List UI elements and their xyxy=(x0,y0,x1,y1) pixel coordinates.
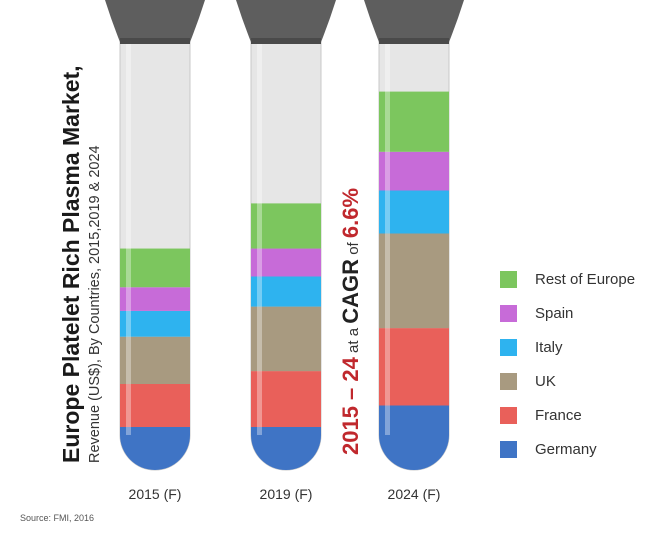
legend-item: Rest of Europe xyxy=(500,262,635,296)
bar-uk-1 xyxy=(251,306,321,372)
legend-label: Italy xyxy=(535,338,563,356)
tube-cap-rim xyxy=(379,38,449,44)
bar-italy-0 xyxy=(120,310,190,337)
tube-highlight xyxy=(126,38,131,435)
legend-label: Spain xyxy=(535,304,574,322)
legend-swatch xyxy=(500,270,517,288)
legend-item: Germany xyxy=(500,432,635,466)
tube-highlight xyxy=(257,38,262,435)
tube-segments xyxy=(379,91,449,470)
legend-label: Germany xyxy=(535,440,597,458)
x-tick-label: 2024 (F) xyxy=(388,486,441,502)
tube-cap-rim xyxy=(120,38,190,44)
bar-rest-of-europe-0 xyxy=(120,248,190,288)
bar-spain-2 xyxy=(379,151,449,191)
bar-france-0 xyxy=(120,384,190,427)
legend-item: Spain xyxy=(500,296,635,330)
cagr-range: 2015 – 24 xyxy=(338,357,363,455)
cagr-of-text: of xyxy=(345,242,362,255)
tube-1 xyxy=(236,0,336,471)
legend-swatch xyxy=(500,304,517,322)
tube-2 xyxy=(364,0,464,471)
tube-cap xyxy=(236,0,336,42)
bar-uk-0 xyxy=(120,336,190,384)
bar-italy-1 xyxy=(251,276,321,307)
legend-item: Italy xyxy=(500,330,635,364)
bar-germany-2 xyxy=(379,405,449,470)
tube-highlight xyxy=(385,38,390,435)
legend-swatch xyxy=(500,406,517,424)
chart-title: Europe Platelet Rich Plasma Market, xyxy=(58,65,84,463)
bar-spain-1 xyxy=(251,248,321,277)
x-tick-label: 2015 (F) xyxy=(129,486,182,502)
cagr-at-text: at a xyxy=(345,327,362,353)
tube-0 xyxy=(105,0,205,471)
legend-label: UK xyxy=(535,372,556,390)
tube-cap xyxy=(105,0,205,42)
legend-swatch xyxy=(500,338,517,356)
tube-cap-rim xyxy=(251,38,321,44)
chart-subtitle: Revenue (US$), By Countries, 2015,2019 &… xyxy=(87,145,103,463)
source-note: Source: FMI, 2016 xyxy=(20,513,95,523)
legend-swatch xyxy=(500,440,517,458)
bar-rest-of-europe-1 xyxy=(251,203,321,249)
bar-uk-2 xyxy=(379,233,449,329)
legend-label: Rest of Europe xyxy=(535,270,636,288)
bar-spain-0 xyxy=(120,287,190,311)
chart-legend: Rest of Europe Spain Italy UK France Germany xyxy=(500,262,635,466)
cagr-value: 6.6% xyxy=(338,187,363,239)
cagr-annotation: 2015 – 24 at a CAGR of 6.6% xyxy=(338,188,364,455)
x-tick-label: 2019 (F) xyxy=(260,486,313,502)
legend-label: France xyxy=(535,406,582,424)
legend-item: UK xyxy=(500,364,635,398)
cagr-label: CAGR xyxy=(338,258,363,324)
bar-france-2 xyxy=(379,328,449,406)
bar-france-1 xyxy=(251,371,321,427)
bar-italy-2 xyxy=(379,190,449,234)
legend-swatch xyxy=(500,372,517,390)
legend-item: France xyxy=(500,398,635,432)
tube-cap xyxy=(364,0,464,42)
bar-rest-of-europe-2 xyxy=(379,91,449,152)
